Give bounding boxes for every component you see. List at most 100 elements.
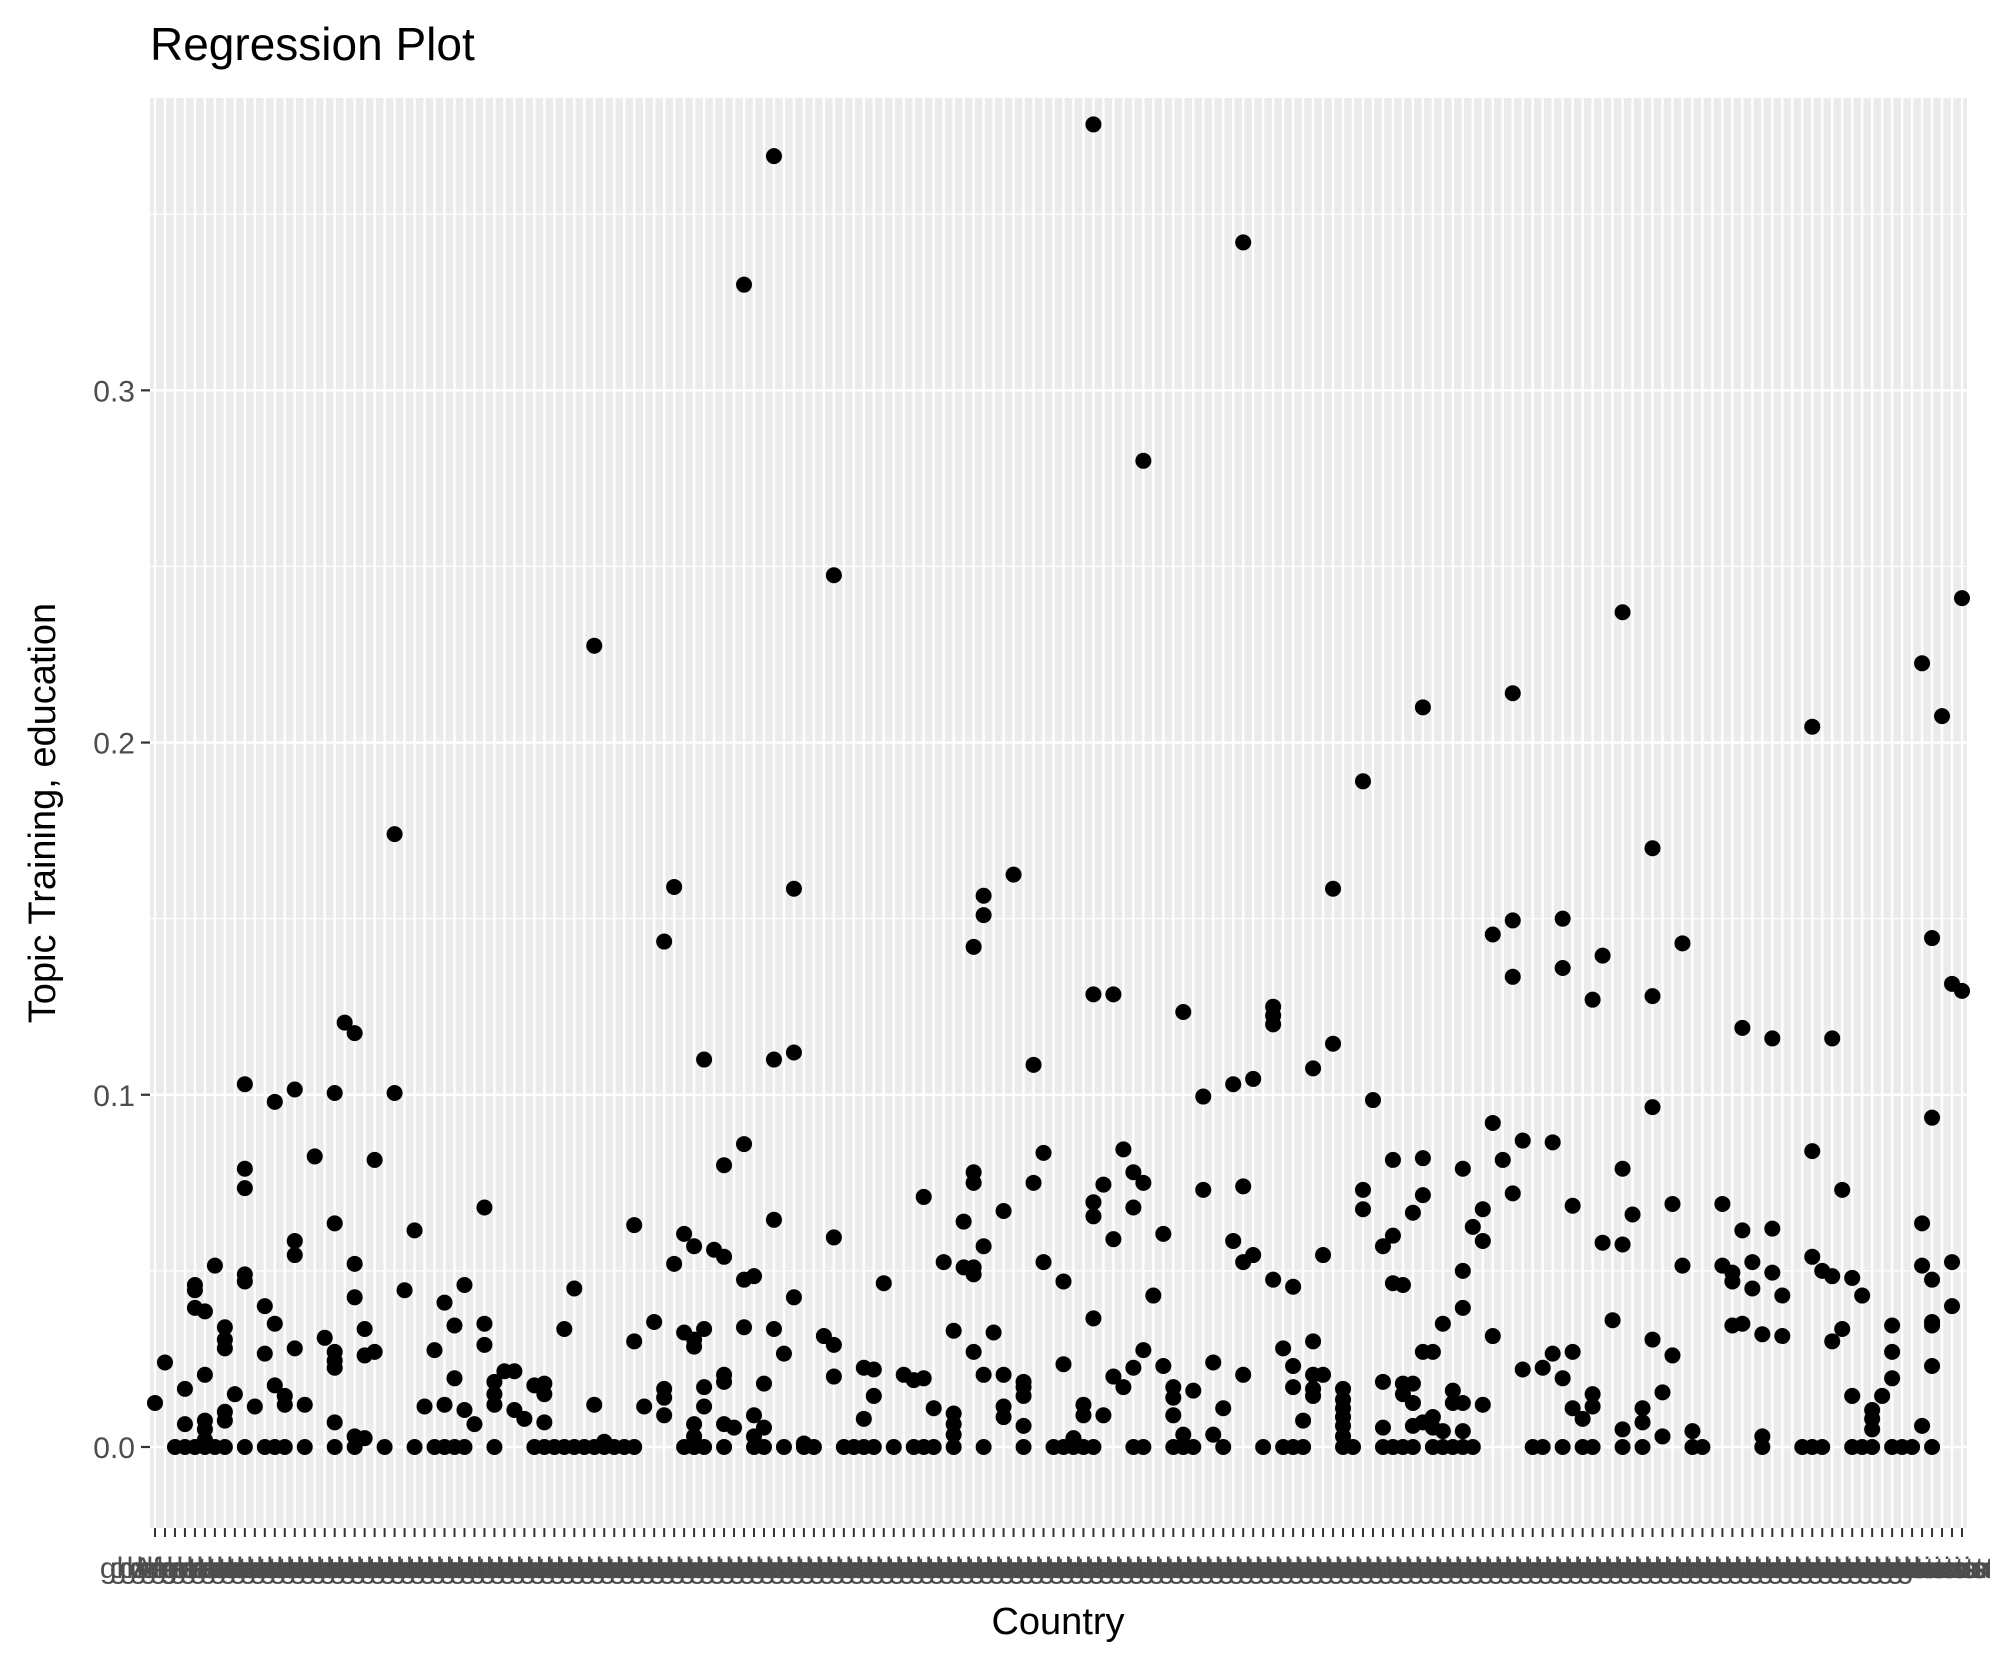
x-tick-label: ghanistan xyxy=(469,1552,599,1585)
data-point xyxy=(1484,1114,1501,1131)
x-tick-label: ghanistan xyxy=(479,1552,609,1585)
x-tick-label: ghanistan xyxy=(429,1552,559,1585)
x-tick-label: ghanistan xyxy=(1807,1552,1937,1585)
data-point xyxy=(636,1398,653,1415)
data-point xyxy=(1025,1174,1042,1191)
x-tick-label: ghanistan xyxy=(1667,1552,1797,1585)
data-point xyxy=(1085,1194,1102,1211)
x-tick-label: ghanistan xyxy=(1488,1552,1618,1585)
x-tick-label: ghanistan xyxy=(1548,1552,1678,1585)
grid-x xyxy=(153,98,1964,1528)
x-axis-label: Country xyxy=(991,1601,1124,1643)
x-tick-label: ghanistan xyxy=(1318,1552,1448,1585)
data-point xyxy=(995,1203,1012,1220)
data-point xyxy=(1434,1423,1451,1440)
data-point xyxy=(945,1438,962,1455)
data-point xyxy=(216,1403,233,1420)
data-point xyxy=(1914,1417,1931,1434)
data-point xyxy=(1384,1227,1401,1244)
x-tick-label: ghanistan xyxy=(1597,1552,1727,1585)
x-tick-label: ghanistan xyxy=(1697,1552,1827,1585)
x-tick-label: ghanistan xyxy=(1607,1552,1737,1585)
data-point xyxy=(1075,1396,1092,1413)
data-point xyxy=(426,1342,443,1359)
data-point xyxy=(1085,1438,1102,1455)
data-point xyxy=(925,1438,942,1455)
data-point xyxy=(366,1151,383,1168)
data-point xyxy=(855,1410,872,1427)
data-point xyxy=(646,1313,663,1330)
data-point xyxy=(1614,1438,1631,1455)
data-point xyxy=(1015,1417,1032,1434)
data-point xyxy=(1195,1181,1212,1198)
data-point xyxy=(1354,1181,1371,1198)
data-point xyxy=(955,1213,972,1230)
x-tick-label: ghanistan xyxy=(1498,1552,1628,1585)
x-tick-label: ghanistan xyxy=(679,1552,809,1585)
data-point xyxy=(216,1331,233,1348)
data-point xyxy=(676,1225,693,1242)
data-point xyxy=(1464,1218,1481,1235)
x-tick-label: ghanistan xyxy=(509,1552,639,1585)
data-point xyxy=(1634,1414,1651,1431)
data-point xyxy=(935,1254,952,1271)
data-point xyxy=(765,1211,782,1228)
x-tick-label: ghanistan xyxy=(1877,1552,1990,1585)
x-tick-label: ghanistan xyxy=(1228,1552,1358,1585)
x-tick-label: ghanistan xyxy=(968,1552,1098,1585)
data-point xyxy=(236,1160,253,1177)
data-point xyxy=(1664,1195,1681,1212)
x-tick-label: ghanistan xyxy=(859,1552,989,1585)
data-point xyxy=(1674,1257,1691,1274)
data-point xyxy=(1155,1357,1172,1374)
data-point xyxy=(1235,1366,1252,1383)
data-point xyxy=(1145,1287,1162,1304)
data-point xyxy=(965,938,982,955)
data-point xyxy=(696,1379,713,1396)
x-tick-label: ghanistan xyxy=(130,1552,260,1585)
data-point xyxy=(1504,912,1521,929)
data-point xyxy=(266,1377,283,1394)
data-point xyxy=(1005,866,1022,883)
x-tick-label: ghanistan xyxy=(1857,1552,1987,1585)
data-point xyxy=(1854,1287,1871,1304)
x-tick-label: ghanistan xyxy=(669,1552,799,1585)
data-point xyxy=(1584,1386,1601,1403)
data-point xyxy=(1494,1151,1511,1168)
data-point xyxy=(146,1394,163,1411)
data-point xyxy=(1564,1197,1581,1214)
x-tick-label: ghanistan xyxy=(559,1552,689,1585)
data-point xyxy=(1295,1412,1312,1429)
data-point xyxy=(1924,930,1941,947)
x-tick-label: ghanistan xyxy=(1448,1552,1578,1585)
data-point xyxy=(686,1416,703,1433)
data-point xyxy=(1364,1092,1381,1109)
data-point xyxy=(755,1375,772,1392)
data-point xyxy=(1484,1328,1501,1345)
data-point xyxy=(1614,604,1631,621)
data-point xyxy=(656,1407,673,1424)
data-point xyxy=(1674,935,1691,952)
x-tick-label: ghanistan xyxy=(1677,1552,1807,1585)
x-tick-label: ghanistan xyxy=(1018,1552,1148,1585)
x-tick-label: ghanistan xyxy=(1797,1552,1927,1585)
x-tick-label: ghanistan xyxy=(839,1552,969,1585)
x-tick-label: ghanistan xyxy=(1208,1552,1338,1585)
data-point xyxy=(456,1402,473,1419)
data-point xyxy=(196,1303,213,1320)
data-point xyxy=(306,1148,323,1165)
data-point xyxy=(975,887,992,904)
data-point xyxy=(396,1282,413,1299)
data-point xyxy=(1554,959,1571,976)
data-point xyxy=(286,1340,303,1357)
data-point xyxy=(356,1320,373,1337)
x-tick-label: ghanistan xyxy=(579,1552,709,1585)
data-point xyxy=(1165,1407,1182,1424)
data-point xyxy=(276,1438,293,1455)
data-point xyxy=(1245,1070,1262,1087)
x-tick-label: ghanistan xyxy=(110,1552,240,1585)
x-tick-label: ghanistan xyxy=(1757,1552,1887,1585)
x-tick-label: ghanistan xyxy=(399,1552,529,1585)
